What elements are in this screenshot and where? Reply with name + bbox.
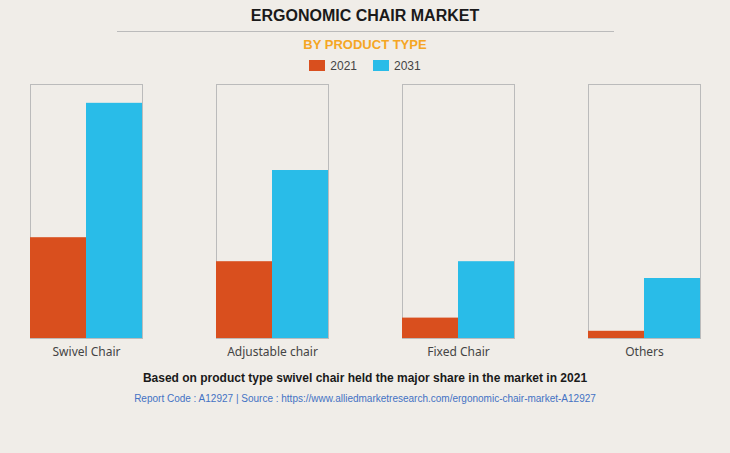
svg-text:Swivel Chair: Swivel Chair (53, 343, 121, 360)
html-text:Based on product type swivel c: Based on product type swivel chair held … (142, 371, 588, 385)
html-text:Report Code : A12927 | Source: Report Code : A12927 | Source : https://… (134, 393, 596, 404)
svg-text:Adjustable chair: Adjustable chair (227, 343, 318, 360)
html-text:BY PRODUCT TYPE: BY PRODUCT TYPE (303, 37, 427, 52)
svg-text:Fixed Chair: Fixed Chair (427, 343, 490, 360)
html-text:2031: 2031 (394, 59, 421, 73)
html-text:ERGONOMIC CHAIR MARKET: ERGONOMIC CHAIR MARKET (250, 7, 480, 24)
svg-text:Others: Others (625, 343, 664, 360)
html-text:2021: 2021 (330, 59, 357, 73)
